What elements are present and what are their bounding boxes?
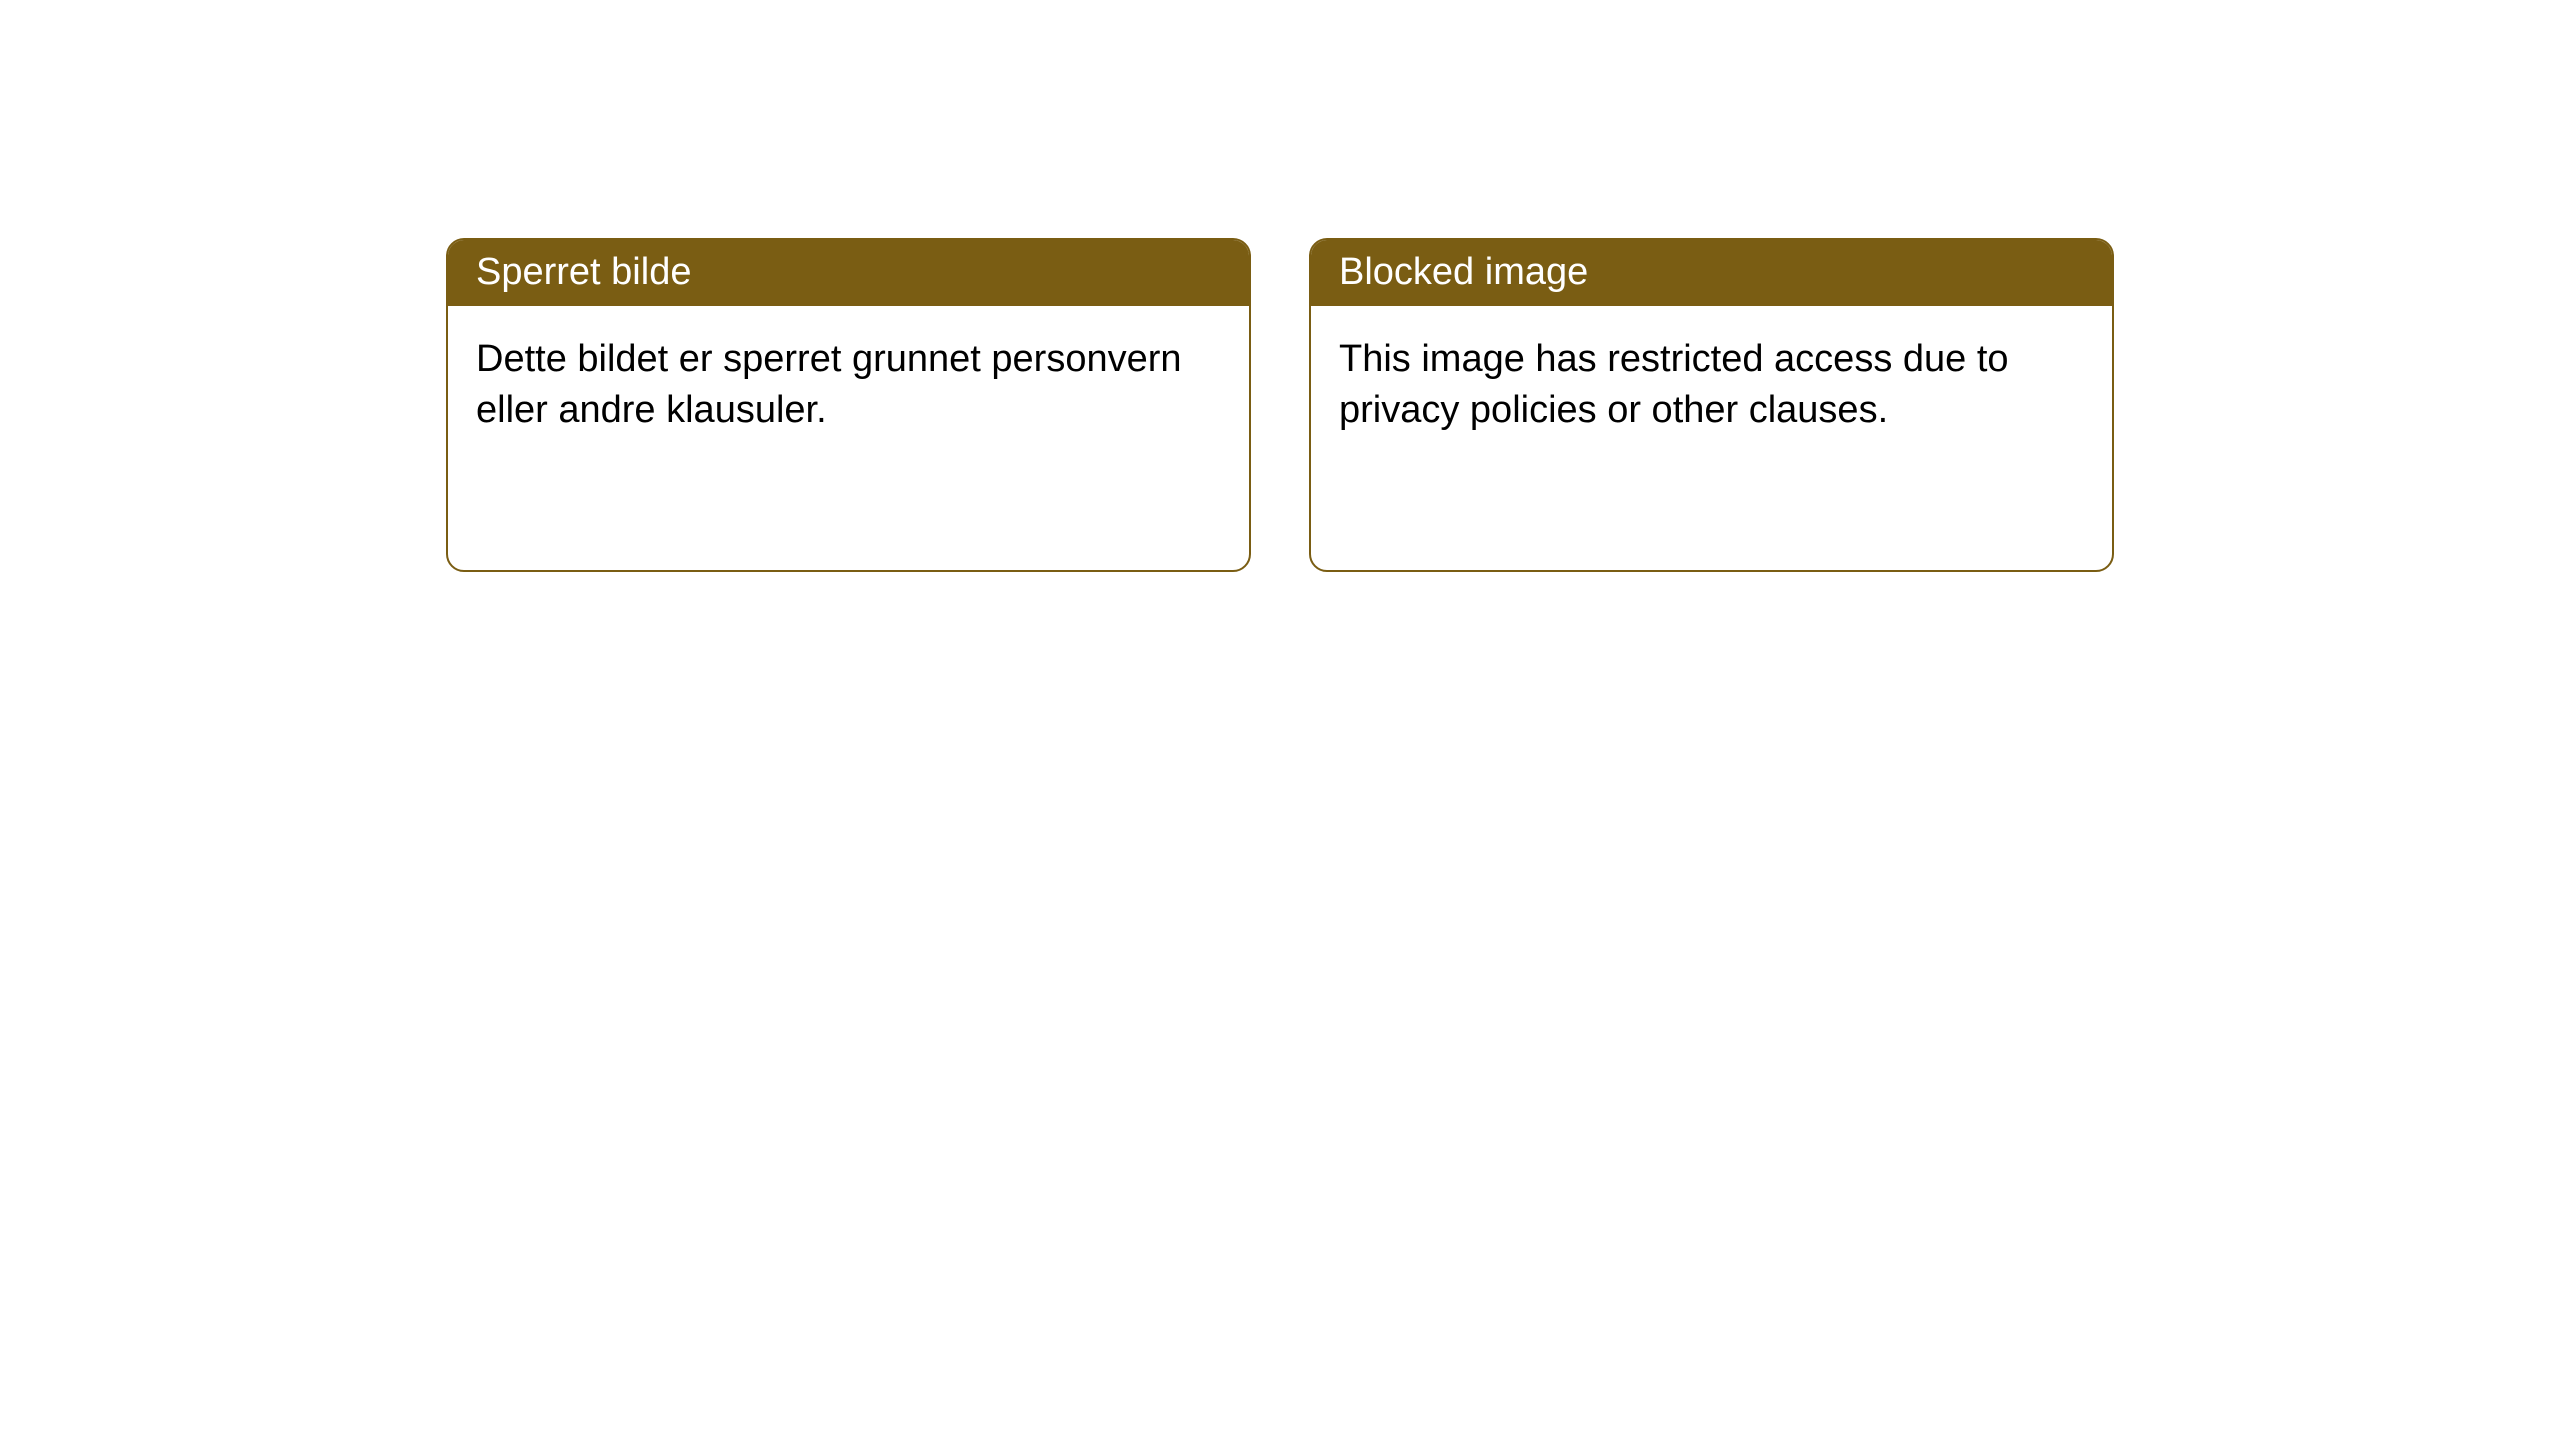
notice-title: Sperret bilde — [476, 251, 691, 293]
notice-header-english: Blocked image — [1311, 240, 2112, 306]
notice-body-norwegian: Dette bildet er sperret grunnet personve… — [448, 306, 1249, 465]
notice-container: Sperret bilde Dette bildet er sperret gr… — [446, 238, 2114, 572]
notice-box-english: Blocked image This image has restricted … — [1309, 238, 2114, 572]
notice-title: Blocked image — [1339, 251, 1588, 293]
notice-body-text: This image has restricted access due to … — [1339, 338, 2009, 431]
notice-header-norwegian: Sperret bilde — [448, 240, 1249, 306]
notice-body-english: This image has restricted access due to … — [1311, 306, 2112, 465]
notice-box-norwegian: Sperret bilde Dette bildet er sperret gr… — [446, 238, 1251, 572]
notice-body-text: Dette bildet er sperret grunnet personve… — [476, 338, 1182, 431]
